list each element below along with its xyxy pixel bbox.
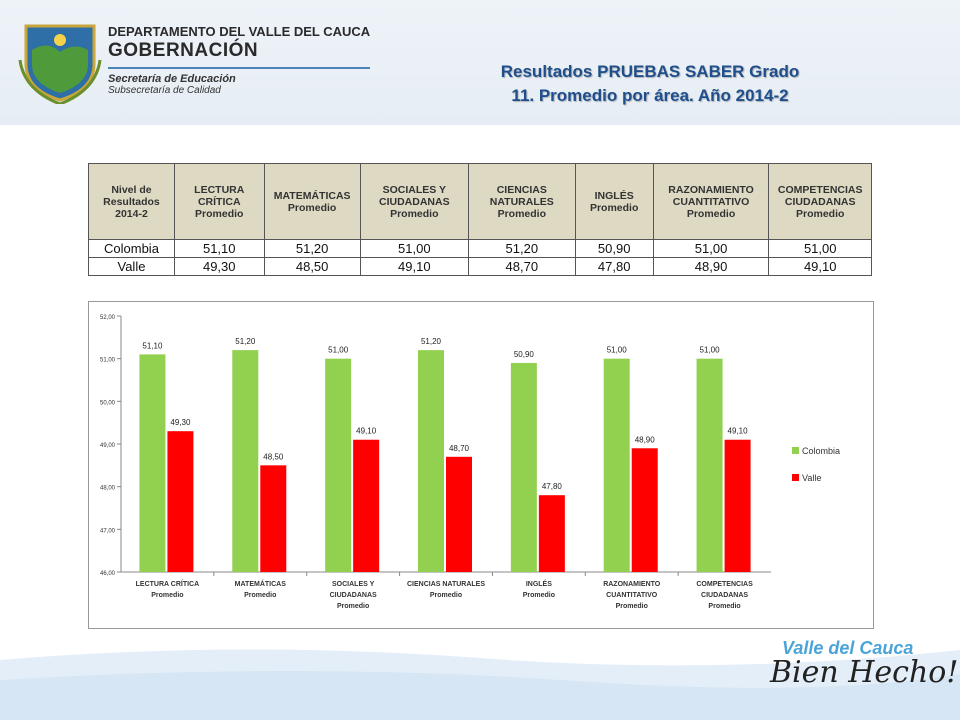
title-line-1: Resultados PRUEBAS SABER Grado [500,62,800,81]
x-tick-label: MATEMÁTICAS [235,579,287,588]
table-cell: 47,80 [574,257,654,276]
table-cell: 48,70 [467,257,576,276]
bar-valle [724,439,751,572]
bar-colombia [325,358,352,572]
y-tick-label: 49,00 [100,443,116,449]
data-label: 48,70 [449,444,470,453]
bar-valle [167,431,194,572]
x-tick-label: Promedio [616,603,648,610]
data-label: 50,90 [514,350,535,359]
x-tick-label: Promedio [337,603,369,610]
department-name: DEPARTAMENTO DEL VALLE DEL CAUCA [108,24,371,39]
x-tick-label: CIENCIAS NATURALES [407,581,485,588]
data-label: 51,00 [607,346,628,355]
y-tick-label: 51,00 [100,358,116,364]
x-tick-label: Promedio [244,592,276,599]
bar-valle [260,465,287,572]
header-band [0,0,960,125]
y-tick-label: 46,00 [100,571,116,577]
table-cell: Colombia [88,239,175,258]
table-cell: 49,10 [768,257,872,276]
data-label: 47,80 [542,482,563,491]
table-row: Colombia 51,10 51,20 51,00 51,20 50,90 5… [88,239,872,258]
header-cell: SOCIALES Y CIUDADANAS Promedio [359,163,469,240]
title-line-2: 11. Promedio por área. Año 2014-2 [511,86,789,105]
data-label: 51,00 [328,346,349,355]
bar-colombia [139,354,166,572]
y-tick-label: 52,00 [100,315,116,321]
header-cell: MATEMÁTICAS Promedio [263,163,361,240]
data-label: 51,20 [421,337,442,346]
data-label: 51,00 [700,346,721,355]
bar-chart: 46,00 47,00 48,00 49,00 50,00 51,00 52,00 51,10… [100,315,840,610]
table-cell: 48,50 [263,257,361,276]
table-cell: 51,20 [467,239,576,258]
table-cell: 51,00 [768,239,872,258]
header-cell: CIENCIAS NATURALES Promedio [467,163,576,240]
data-label: 49,30 [170,418,191,427]
table-cell: 51,00 [359,239,469,258]
x-tick-label: CIUDADANAS [701,592,748,599]
bar-colombia [510,362,537,572]
data-label: 51,20 [235,337,256,346]
gobernacion-label: GOBERNACIÓN [108,40,259,61]
x-tick-label: CUANTITATIVO [606,592,658,599]
header-cell: RAZONAMIENTO CUANTITATIVO Promedio [652,163,770,240]
x-tick-label: COMPETENCIAS [696,581,753,588]
y-tick-label: 48,00 [100,486,116,492]
footer-wave [0,649,960,720]
x-tick-label: CIUDADANAS [330,592,377,599]
coat-of-arms-logo [18,24,102,104]
bar-valle [353,439,380,572]
bar-valle [538,495,565,572]
legend-label: Colombia [802,446,840,456]
legend-swatch [792,474,799,481]
bar-valle [631,448,658,572]
data-label: 49,10 [728,427,749,436]
x-tick-label: Promedio [708,603,740,610]
bar-colombia [232,350,259,572]
data-label: 51,10 [142,341,163,350]
table-header-row: Nivel de Resultados 2014-2 LECTURA CRÍTI… [88,163,872,240]
table-cell: 50,90 [574,239,654,258]
x-tick-label: Promedio [430,592,462,599]
bien-hecho-logo-text: Bien Hecho! [770,655,959,690]
bar-colombia [603,358,630,572]
results-table: Nivel de Resultados 2014-2 LECTURA CRÍTI… [88,163,872,276]
table-cell: 48,90 [652,257,770,276]
bar-colombia [696,358,723,572]
table-row: Valle 49,30 48,50 49,10 48,70 47,80 48,9… [88,257,872,276]
y-tick-label: 50,00 [100,400,116,406]
x-tick-label: Promedio [151,592,183,599]
table-cell: 49,10 [359,257,469,276]
x-tick-label: INGLÉS [526,579,552,588]
x-tick-label: RAZONAMIENTO [603,581,661,588]
table-cell: 49,30 [173,257,265,276]
secretaria-label: Secretaría de Educación [108,73,236,85]
y-tick-label: 47,00 [100,528,116,534]
chart-container: 46,00 47,00 48,00 49,00 50,00 51,00 52,00 51,10… [88,301,874,629]
legend-label: Valle [802,473,821,483]
x-tick-label: LECTURA CRÍTICA [136,579,200,588]
table-cell: 51,00 [652,239,770,258]
valle-logo-text: Valle del Cauca [782,638,914,658]
data-label: 49,10 [356,427,377,436]
bar-valle [446,456,472,572]
data-label: 48,90 [635,435,656,444]
header-cell: COMPETENCIAS CIUDADANAS Promedio [768,163,872,240]
header-cell: INGLÉS Promedio [574,163,654,240]
header-cell: Nivel de Resultados 2014-2 [88,163,175,240]
x-tick-label: SOCIALES Y [332,581,375,588]
x-tick-label: Promedio [523,592,555,599]
subsecretaria-label: Subsecretaría de Calidad [108,85,221,96]
header-divider [108,67,370,69]
table-cell: 51,20 [263,239,361,258]
legend-swatch [792,447,799,454]
data-label: 48,50 [263,452,284,461]
table-cell: Valle [88,257,175,276]
table-cell: 51,10 [173,239,265,258]
header-cell: LECTURA CRÍTICA Promedio [173,163,265,240]
bar-colombia [418,350,444,572]
page-title: Resultados PRUEBAS SABER Grado 11. Prome… [400,60,900,108]
